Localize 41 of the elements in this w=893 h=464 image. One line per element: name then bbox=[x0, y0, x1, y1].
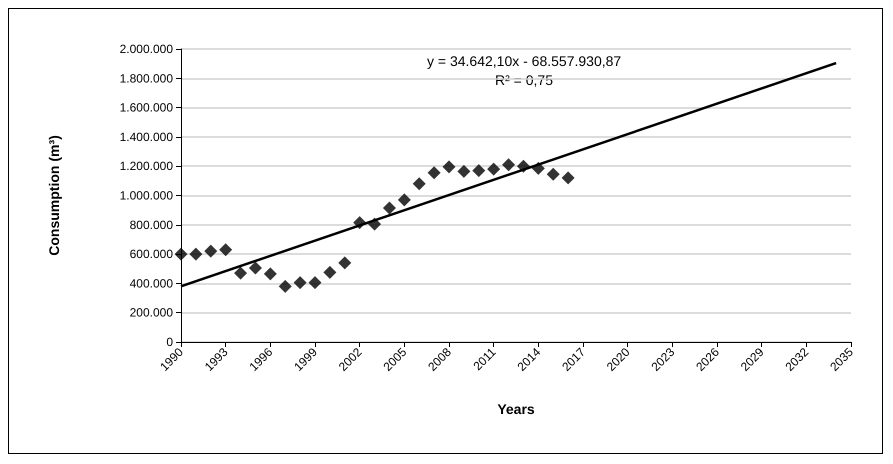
point bbox=[516, 160, 530, 173]
point bbox=[428, 166, 441, 180]
y-tick-label: 1.000.000 bbox=[120, 188, 174, 202]
point bbox=[442, 160, 456, 174]
point bbox=[219, 243, 232, 256]
point bbox=[323, 266, 336, 279]
y-tick-label: 1.400.000 bbox=[120, 130, 174, 144]
y-tick-label: 2.000.000 bbox=[120, 42, 174, 56]
point bbox=[338, 256, 352, 270]
point bbox=[472, 164, 486, 178]
point bbox=[368, 218, 382, 231]
y-tick-label: 0 bbox=[166, 335, 174, 349]
point bbox=[412, 177, 426, 190]
point bbox=[189, 248, 202, 261]
y-tick-label: 200.000 bbox=[130, 306, 174, 320]
point bbox=[264, 267, 277, 280]
y-tick-label: 800.000 bbox=[130, 218, 174, 232]
y-tick-label: 600.000 bbox=[130, 247, 174, 262]
y-tick-label: 1.600.000 bbox=[120, 100, 174, 115]
y-tick-label: 1.200.000 bbox=[120, 159, 174, 174]
point bbox=[546, 168, 560, 181]
y-tick-label: 400.000 bbox=[130, 276, 174, 290]
point bbox=[382, 201, 396, 214]
point bbox=[308, 276, 322, 290]
point bbox=[234, 266, 248, 280]
point bbox=[204, 244, 218, 258]
point bbox=[248, 262, 262, 275]
point bbox=[562, 171, 575, 184]
point bbox=[487, 162, 500, 176]
point bbox=[294, 276, 307, 290]
point bbox=[174, 248, 188, 261]
point bbox=[353, 216, 366, 230]
x-axis-title: Years bbox=[497, 401, 535, 417]
y-tick-label: 1.800.000 bbox=[120, 71, 174, 86]
point bbox=[278, 280, 292, 293]
point bbox=[457, 164, 470, 178]
point bbox=[398, 193, 411, 206]
point bbox=[502, 158, 516, 172]
annotation: y = 34.642,10x - 68.557.930,87 bbox=[426, 53, 622, 69]
point bbox=[532, 162, 545, 175]
y-axis-title: Consumption (m³) bbox=[46, 135, 62, 256]
